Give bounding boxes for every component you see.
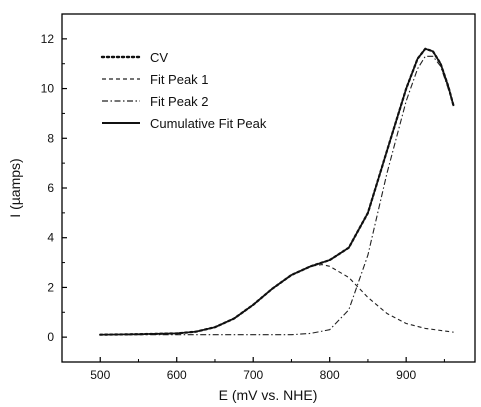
series-line-fit-peak-2	[100, 55, 455, 336]
y-tick-label: 2	[47, 280, 54, 294]
legend-label: Fit Peak 1	[150, 72, 209, 87]
legend-label: CV	[150, 50, 168, 65]
x-tick-label: 600	[167, 368, 187, 382]
x-tick-label: 700	[243, 368, 263, 382]
axis-ticks: 500 600 700 800 900 0 2 4 6 8 10 12	[41, 32, 445, 382]
plot-frame	[61, 13, 476, 363]
series-line-cv	[99, 47, 455, 336]
legend: CV Fit Peak 1 Fit Peak 2 Cumulative Fit Pea…	[100, 50, 267, 131]
x-tick-label: 900	[396, 368, 416, 382]
series-line-cumulative-fit-peak	[100, 47, 455, 336]
y-tick-label: 12	[41, 32, 55, 46]
x-tick-label: 800	[320, 368, 340, 382]
x-tick-label: 500	[90, 368, 110, 382]
y-axis-title: I (µamps)	[7, 158, 23, 217]
series-lines	[99, 47, 455, 336]
legend-label: Cumulative Fit Peak	[150, 116, 267, 131]
y-tick-label: 10	[41, 82, 55, 96]
series-line-fit-peak-1	[100, 264, 454, 336]
y-tick-label: 8	[47, 131, 54, 145]
y-tick-label: 4	[47, 231, 54, 245]
legend-label: Fit Peak 2	[150, 94, 209, 109]
x-axis-title: E (mV vs. NHE)	[219, 387, 318, 403]
y-tick-label: 6	[47, 181, 54, 195]
y-tick-label: 0	[47, 330, 54, 344]
